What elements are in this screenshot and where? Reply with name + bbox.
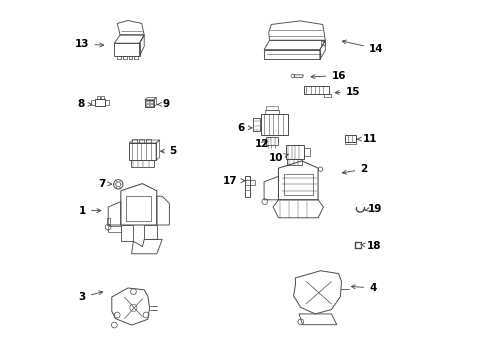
Text: 11: 11	[357, 134, 377, 144]
Bar	[101, 96, 104, 99]
Bar	[147, 139, 151, 143]
Bar	[150, 101, 153, 103]
Text: 2: 2	[343, 164, 368, 174]
Text: 1: 1	[79, 206, 101, 216]
Bar	[345, 142, 356, 144]
Bar	[266, 106, 278, 110]
Text: 8: 8	[77, 99, 92, 109]
Text: 7: 7	[98, 179, 112, 189]
Bar	[266, 137, 278, 145]
Bar	[107, 218, 110, 225]
Text: 3: 3	[79, 291, 103, 302]
Text: 4: 4	[351, 283, 376, 293]
Bar	[139, 139, 144, 143]
Text: 13: 13	[75, 39, 104, 49]
Text: 5: 5	[161, 146, 176, 156]
Text: 10: 10	[269, 153, 289, 163]
Text: 15: 15	[335, 87, 360, 97]
Text: 6: 6	[238, 123, 252, 133]
Bar	[320, 41, 325, 45]
Bar	[145, 100, 154, 107]
Bar	[245, 176, 250, 197]
Bar	[261, 114, 288, 135]
Bar	[287, 159, 302, 165]
Bar	[284, 174, 314, 195]
Bar	[91, 100, 95, 105]
Bar	[105, 100, 109, 105]
Bar	[146, 104, 149, 106]
Bar	[95, 99, 105, 106]
Text: 17: 17	[223, 176, 245, 186]
Bar	[129, 143, 156, 160]
Bar	[146, 101, 149, 103]
Text: 16: 16	[311, 71, 346, 81]
Bar	[265, 110, 279, 114]
Bar	[345, 135, 356, 142]
Bar	[97, 96, 100, 99]
Bar	[324, 94, 331, 97]
Text: 18: 18	[361, 240, 381, 251]
Bar	[150, 104, 153, 106]
Bar	[126, 196, 151, 221]
Text: 12: 12	[255, 139, 270, 149]
Bar	[132, 139, 137, 143]
Bar	[304, 86, 329, 94]
Text: 19: 19	[365, 204, 383, 214]
Bar	[245, 180, 255, 185]
Bar	[131, 160, 154, 167]
Bar	[286, 145, 304, 159]
Text: 14: 14	[343, 40, 384, 54]
Text: 9: 9	[157, 99, 170, 109]
Bar	[253, 118, 261, 131]
